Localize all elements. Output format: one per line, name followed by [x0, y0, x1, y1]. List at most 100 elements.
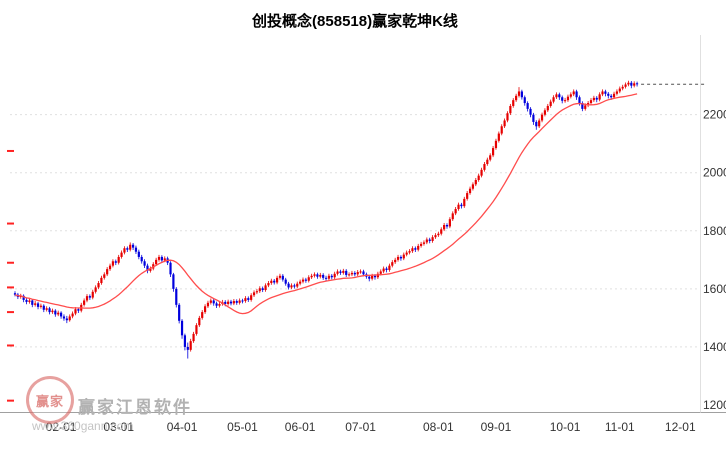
candle-body [238, 300, 241, 303]
candle-body [143, 261, 146, 266]
candle-body [595, 97, 598, 100]
candle-body [203, 306, 207, 313]
candle-body [322, 274, 325, 278]
candle-body [422, 242, 426, 244]
candle-body [491, 148, 495, 156]
candle-body [281, 275, 284, 280]
candle-body [414, 248, 417, 250]
candle-body [627, 82, 630, 85]
candle-body [140, 256, 143, 262]
candle-body [382, 268, 385, 272]
candle-body [88, 296, 91, 298]
candle-body [396, 256, 400, 260]
candle-body [108, 265, 112, 270]
candle-body [347, 274, 351, 276]
candle-body [425, 239, 428, 243]
candle-body [284, 279, 287, 284]
candle-body [244, 298, 247, 302]
candle-body [549, 101, 552, 106]
candle-body [581, 103, 584, 109]
candle-body [247, 298, 250, 300]
candle-body [362, 271, 365, 275]
candle-body [301, 279, 305, 282]
candle-body [129, 244, 132, 250]
candle-body [172, 274, 175, 289]
candle-body [126, 248, 129, 250]
candle-body [440, 229, 443, 234]
candle-body [454, 209, 457, 214]
candle-body [157, 256, 161, 260]
candle-body [189, 341, 192, 350]
candle-body [394, 259, 397, 263]
candle-body [584, 105, 587, 109]
candle-body [316, 274, 319, 277]
candle-body [497, 133, 500, 141]
candle-body [103, 274, 106, 278]
candle-body [42, 305, 45, 310]
candle-body [569, 94, 572, 97]
candle-body [618, 88, 621, 92]
candle-body [598, 94, 601, 100]
candle-body [532, 114, 535, 122]
candle-body [192, 333, 195, 342]
candle-body [215, 303, 218, 306]
candle-body [31, 300, 34, 305]
candle-body [273, 280, 276, 283]
candle-body [160, 256, 163, 261]
x-axis-label: 07-01 [345, 420, 376, 434]
candle-body [601, 91, 604, 95]
candle-body [443, 225, 446, 230]
candle-body [477, 175, 480, 180]
candle-body [468, 188, 472, 194]
ma-line [14, 93, 638, 315]
candle-body [388, 265, 391, 270]
candle-body [460, 204, 463, 207]
candle-body [293, 285, 296, 287]
candle-body [71, 313, 74, 317]
chart-title: 创投概念(858518)赢家乾坤K线 [252, 13, 458, 30]
candle-body [252, 292, 256, 296]
candle-body [218, 303, 221, 306]
candle-body [417, 245, 420, 250]
candle-body [604, 91, 607, 94]
candle-body [399, 256, 403, 259]
candle-body [356, 272, 359, 275]
candle-body [267, 283, 270, 286]
candle-body [451, 213, 454, 220]
candle-body [463, 198, 466, 207]
watermark-logo-text: 赢家 [35, 393, 64, 409]
candle-body [543, 110, 547, 115]
candle-body [114, 261, 117, 263]
candle-body [471, 184, 475, 189]
x-axis-label: 04-01 [167, 420, 198, 434]
candle-body [195, 325, 198, 334]
candle-body [448, 219, 451, 227]
x-axis-label: 03-01 [103, 420, 134, 434]
candle-body [336, 271, 339, 274]
candle-body [106, 269, 109, 275]
candle-body [633, 83, 636, 86]
candle-body [186, 346, 189, 350]
candle-body [466, 193, 469, 199]
candle-body [411, 248, 414, 252]
candle-body [339, 271, 342, 273]
candle-body [572, 91, 575, 95]
candle-body [83, 300, 86, 305]
candle-body [563, 100, 567, 102]
candle-body [373, 275, 377, 278]
candle-body [229, 301, 233, 304]
candle-body [371, 275, 374, 279]
candle-body [566, 96, 570, 101]
candle-body [134, 247, 138, 252]
candle-body [34, 303, 37, 305]
candle-body [621, 86, 624, 89]
candle-body [474, 180, 477, 185]
candle-body [610, 95, 613, 98]
candle-body [299, 281, 302, 284]
candle-body [624, 84, 627, 87]
candle-body [437, 233, 440, 236]
candle-body [494, 140, 498, 149]
candle-body [419, 243, 423, 246]
